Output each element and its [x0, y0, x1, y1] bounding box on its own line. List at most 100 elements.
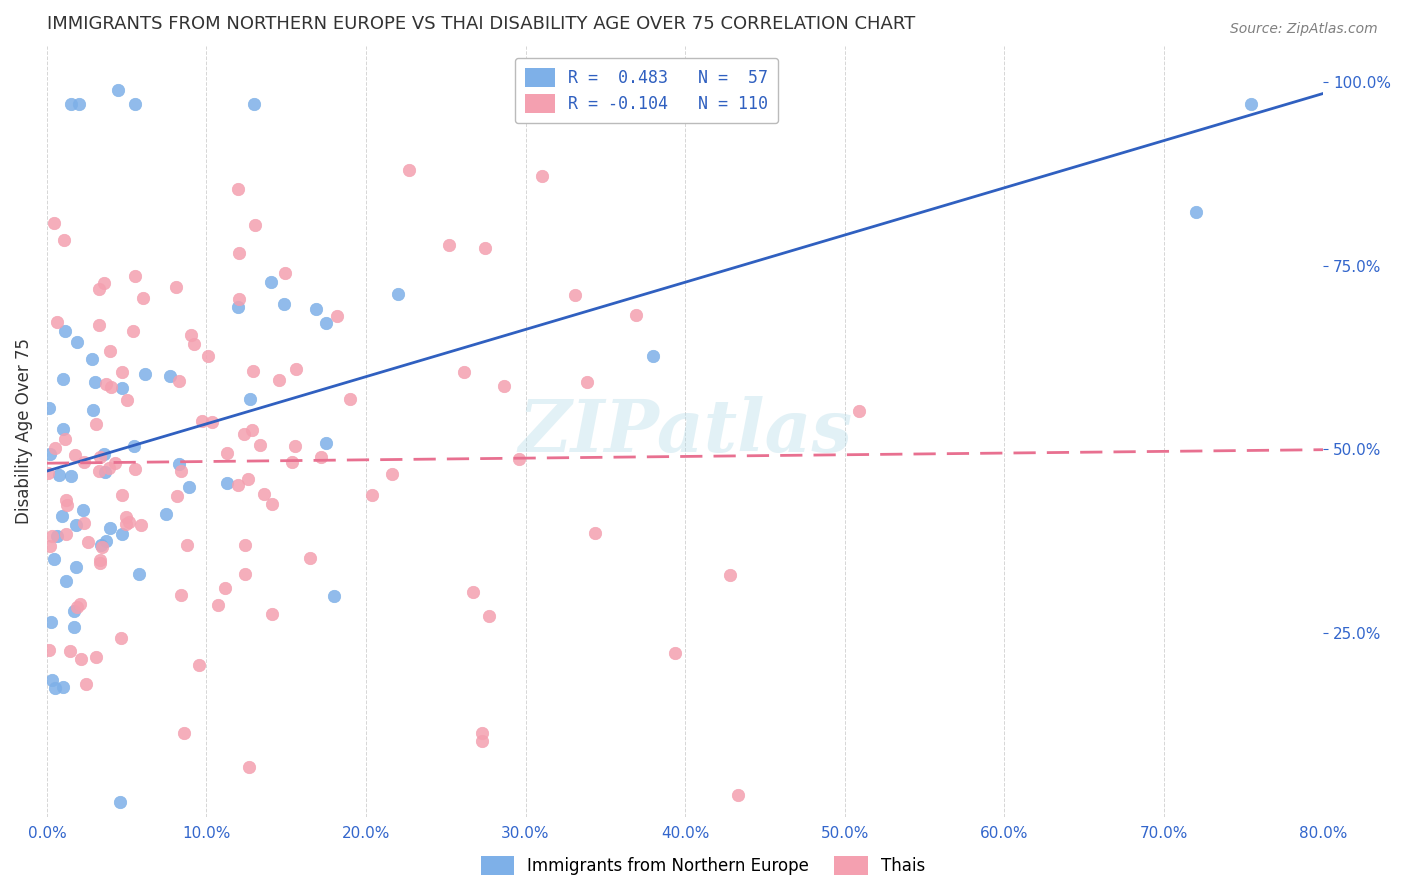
- Point: [55, 527, 77, 541]
- Point: [398, 163, 420, 178]
- Point: [474, 241, 496, 255]
- Point: [48, 468, 70, 483]
- Point: [453, 365, 475, 379]
- Point: [361, 488, 384, 502]
- Point: [323, 590, 346, 604]
- Point: [122, 324, 145, 338]
- Point: [65, 518, 87, 533]
- Point: [69, 597, 91, 611]
- Point: [285, 361, 308, 376]
- Point: [167, 375, 190, 389]
- Point: [128, 567, 150, 582]
- Point: [104, 456, 127, 470]
- Point: [56, 498, 79, 512]
- Point: [80, 351, 103, 366]
- Point: [471, 734, 494, 748]
- Point: [41, 673, 63, 688]
- Point: [305, 302, 328, 317]
- Point: [183, 336, 205, 351]
- Point: [63, 604, 86, 618]
- Point: [111, 366, 134, 380]
- Y-axis label: Disability Age Over 75: Disability Age Over 75: [15, 338, 32, 524]
- Point: [124, 462, 146, 476]
- Point: [69, 652, 91, 666]
- Point: [718, 568, 741, 582]
- Point: [38, 447, 60, 461]
- Point: [249, 438, 271, 452]
- Point: [315, 435, 337, 450]
- Point: [197, 349, 219, 363]
- Point: [87, 464, 110, 478]
- Point: [155, 508, 177, 522]
- Point: [188, 657, 211, 672]
- Point: [167, 457, 190, 471]
- Point: [93, 277, 115, 291]
- Point: [73, 516, 96, 531]
- Point: [42, 216, 65, 230]
- Point: [111, 381, 134, 395]
- Point: [108, 795, 131, 809]
- Point: [84, 650, 107, 665]
- Point: [228, 301, 250, 315]
- Point: [461, 585, 484, 599]
- Point: [53, 432, 76, 446]
- Point: [118, 515, 141, 529]
- Point: [110, 527, 132, 541]
- Text: IMMIGRANTS FROM NORTHERN EUROPE VS THAI DISABILITY AGE OVER 75 CORRELATION CHART: IMMIGRANTS FROM NORTHERN EUROPE VS THAI …: [46, 15, 915, 33]
- Point: [107, 83, 129, 97]
- Point: [273, 297, 295, 311]
- Point: [232, 426, 254, 441]
- Point: [44, 681, 66, 696]
- Point: [84, 417, 107, 431]
- Point: [281, 454, 304, 468]
- Point: [129, 518, 152, 533]
- Point: [77, 535, 100, 549]
- Point: [727, 788, 749, 802]
- Point: [207, 598, 229, 612]
- Point: [84, 375, 107, 389]
- Point: [87, 282, 110, 296]
- Point: [471, 726, 494, 740]
- Point: [37, 466, 59, 480]
- Point: [298, 550, 321, 565]
- Point: [89, 556, 111, 570]
- Point: [200, 415, 222, 429]
- Point: [52, 372, 75, 386]
- Point: [311, 450, 333, 464]
- Point: [226, 182, 249, 196]
- Point: [66, 600, 89, 615]
- Point: [98, 344, 121, 359]
- Point: [284, 439, 307, 453]
- Point: [39, 615, 62, 629]
- Point: [94, 377, 117, 392]
- Point: [165, 279, 187, 293]
- Point: [65, 560, 87, 574]
- Point: [508, 451, 530, 466]
- Point: [245, 218, 267, 232]
- Point: [242, 364, 264, 378]
- Point: [260, 607, 283, 622]
- Point: [59, 644, 82, 658]
- Point: [110, 632, 132, 646]
- Point: [315, 316, 337, 330]
- Point: [91, 540, 114, 554]
- Point: [115, 516, 138, 531]
- Point: [55, 493, 77, 508]
- Point: [243, 97, 266, 112]
- Point: [269, 373, 291, 387]
- Point: [240, 424, 263, 438]
- Point: [339, 392, 361, 406]
- Point: [215, 446, 238, 460]
- Point: [89, 450, 111, 464]
- Point: [387, 287, 409, 301]
- Point: [176, 539, 198, 553]
- Point: [583, 526, 606, 541]
- Point: [89, 552, 111, 566]
- Point: [82, 402, 104, 417]
- Point: [75, 677, 97, 691]
- Text: ZIPatlas: ZIPatlas: [517, 396, 852, 467]
- Point: [44, 441, 66, 455]
- Point: [260, 275, 283, 289]
- Point: [166, 489, 188, 503]
- Point: [664, 646, 686, 660]
